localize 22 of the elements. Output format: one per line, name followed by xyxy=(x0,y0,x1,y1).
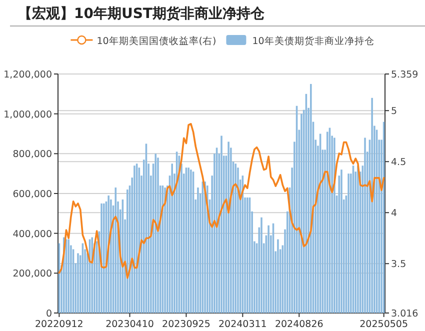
y-tick-label: 0 xyxy=(46,308,52,320)
legend-label: 10年期美国国债收益率(右) xyxy=(96,35,216,47)
legend-label: 10年美债期货非商业净持仓 xyxy=(252,35,374,47)
x-tick-label: 20230410 xyxy=(106,319,154,330)
x-tick-label: 20250505 xyxy=(360,319,408,330)
chart-title: 【宏观】10年期UST期货非商业净持仓 xyxy=(18,5,266,22)
y2-tick-label: 3.016 xyxy=(391,308,418,320)
y2-tick-label: 3.5 xyxy=(391,259,406,270)
y2-tick-label: 4 xyxy=(391,208,398,220)
y2-tick-label: 5 xyxy=(391,106,398,118)
y-tick-label: 600,000 xyxy=(12,189,52,200)
y-tick-label: 1,200,000 xyxy=(4,70,52,80)
x-tick-label: 20240826 xyxy=(274,319,324,330)
y-tick-label: 1,000,000 xyxy=(4,109,52,120)
x-tick-label: 20220912 xyxy=(34,319,84,330)
x-tick-label: 20240311 xyxy=(218,319,267,330)
y-tick-label: 800,000 xyxy=(12,149,52,160)
x-tick-label: 20230925 xyxy=(162,319,210,330)
y-tick-label: 400,000 xyxy=(12,228,52,240)
y2-tick-label: 4.5 xyxy=(391,157,406,168)
y-tick-label: 200,000 xyxy=(12,268,52,280)
y2-tick-label: 5.359 xyxy=(391,70,418,80)
